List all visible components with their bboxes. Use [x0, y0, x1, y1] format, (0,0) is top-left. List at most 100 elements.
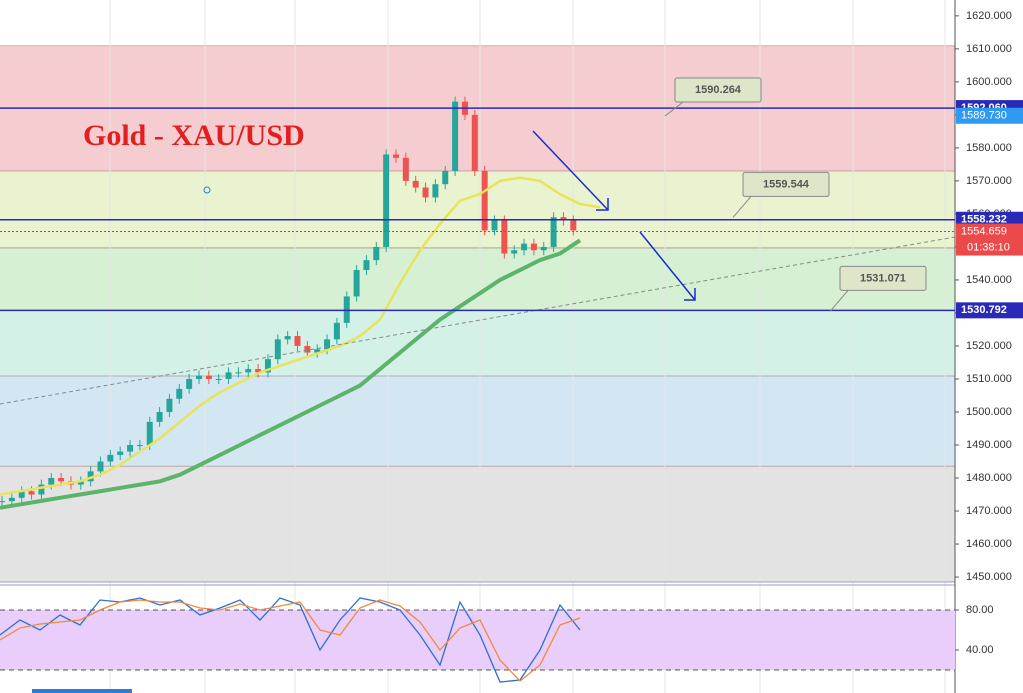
- candle: [166, 398, 173, 412]
- price-tag: [956, 302, 1023, 319]
- candle: [48, 478, 55, 485]
- price-tag-label: 1530.792: [961, 304, 1007, 316]
- candle: [491, 220, 498, 231]
- chart-title: Gold - XAU/USD: [83, 119, 305, 152]
- candle: [422, 187, 429, 198]
- last-label: 1554.659: [961, 225, 1007, 237]
- countdown: 01:38:10: [967, 241, 1010, 253]
- callout-label: 1590.264: [695, 84, 742, 96]
- candle: [530, 243, 537, 251]
- candle: [196, 375, 202, 379]
- bid-tag: [956, 107, 1023, 124]
- callout-pointer: [829, 290, 849, 312]
- callout-pointer: [732, 196, 752, 218]
- y-tick-label: 1500.000: [966, 406, 1012, 418]
- candle: [77, 481, 84, 485]
- candle: [127, 445, 134, 452]
- callout-box: [674, 77, 762, 103]
- oscillator-line: [0, 599, 581, 682]
- y-tick-label: 1470.000: [966, 505, 1012, 517]
- candle: [383, 154, 390, 247]
- fib-zone: [0, 310, 955, 377]
- candle: [412, 180, 419, 188]
- candle: [97, 461, 104, 472]
- candle: [501, 220, 508, 254]
- candle: [176, 388, 183, 399]
- candle: [117, 451, 124, 455]
- candle: [8, 497, 15, 502]
- y-tick-label: 1570.000: [966, 175, 1012, 187]
- marker: [203, 186, 211, 194]
- candle: [255, 369, 262, 373]
- candle: [28, 491, 35, 495]
- candle: [570, 220, 577, 231]
- bid-label: 1589.730: [961, 110, 1007, 122]
- candle: [432, 184, 439, 198]
- trend-line: [0, 236, 956, 405]
- scroll-indicator: [32, 689, 132, 693]
- candle: [471, 114, 478, 172]
- vertical-grid: [109, 0, 946, 693]
- candle: [0, 501, 5, 503]
- candle: [402, 157, 409, 181]
- y-tick-label: 40.00: [966, 644, 994, 656]
- y-tick-label: 1450.000: [966, 571, 1012, 583]
- fib-zone: [0, 247, 955, 311]
- candle: [156, 411, 163, 422]
- candle: [304, 345, 311, 353]
- candle: [107, 454, 114, 462]
- candle: [136, 445, 143, 447]
- candle: [294, 336, 301, 346]
- moving-average: [0, 238, 582, 510]
- y-tick-label: 1480.000: [966, 472, 1012, 484]
- candle: [540, 246, 547, 251]
- candle: [521, 243, 528, 251]
- fib-zone: [0, 466, 955, 582]
- y-tick-label: 1580.000: [966, 142, 1012, 154]
- candle: [235, 372, 242, 374]
- callout-label: 1559.544: [763, 178, 810, 190]
- y-tick-label: 1610.000: [966, 43, 1012, 55]
- candle: [333, 322, 340, 340]
- oscillator-band: [0, 610, 955, 670]
- candle: [353, 270, 360, 297]
- last-tag: [956, 223, 1023, 256]
- y-tick-label: 80.00: [966, 604, 994, 616]
- candle: [550, 217, 557, 247]
- y-tick-label: 1490.000: [966, 439, 1012, 451]
- y-tick-label: 1510.000: [966, 373, 1012, 385]
- candle: [452, 101, 459, 172]
- candle: [225, 372, 232, 379]
- callout-label: 1531.071: [860, 272, 906, 284]
- candle: [146, 421, 153, 446]
- candle: [511, 250, 518, 254]
- price-tag-label: 1558.232: [961, 214, 1007, 226]
- callout-box: [742, 171, 830, 197]
- candle: [481, 171, 488, 231]
- y-tick-label: 1460.000: [966, 538, 1012, 550]
- y-tick-label: 1620.000: [966, 10, 1012, 22]
- y-tick-label: 1600.000: [966, 76, 1012, 88]
- candle: [245, 369, 252, 373]
- candle: [264, 359, 271, 373]
- candle: [560, 217, 567, 221]
- oscillator-line: [0, 597, 581, 683]
- candle: [324, 339, 331, 350]
- candle: [284, 336, 291, 340]
- candle: [18, 491, 25, 498]
- arrows: [532, 130, 696, 301]
- candle: [363, 260, 370, 271]
- candle: [186, 378, 193, 389]
- candle: [215, 378, 222, 380]
- candle: [274, 339, 281, 360]
- candle: [38, 484, 45, 495]
- candle: [87, 471, 94, 482]
- callout-box: [839, 265, 927, 291]
- candle: [393, 154, 399, 158]
- y-tick-label: 1540.000: [966, 274, 1012, 286]
- moving-average: [0, 176, 601, 496]
- candle: [314, 349, 321, 353]
- y-tick-label: 1520.000: [966, 340, 1012, 352]
- candle: [373, 246, 380, 261]
